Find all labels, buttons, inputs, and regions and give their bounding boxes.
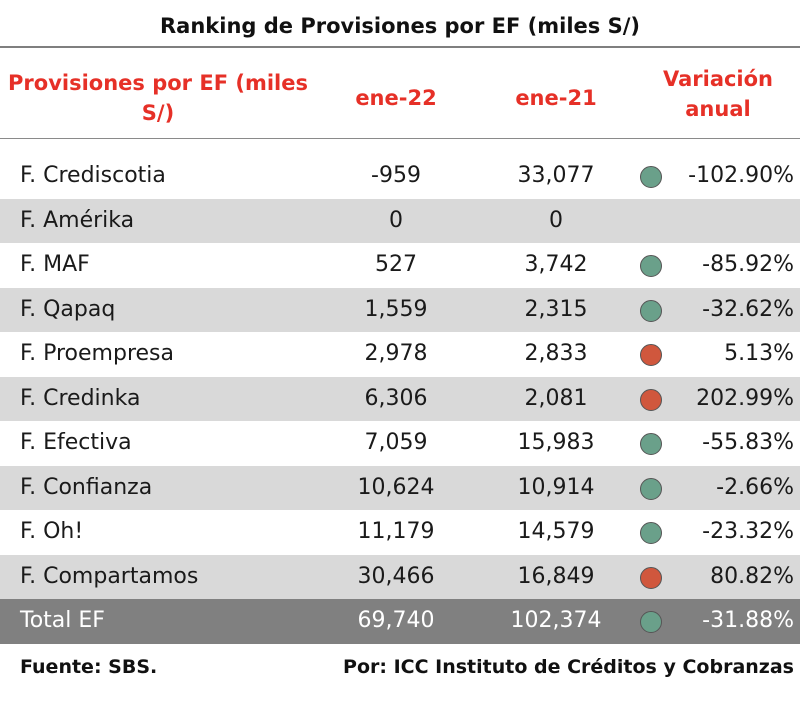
table-row: F. Qapaq 1,559 2,315 -32.62% (0, 287, 800, 332)
table-row: F. Compartamos 30,466 16,849 80.82% (0, 554, 800, 599)
annual-variation: 80.82% (710, 563, 794, 589)
table-row: F. Credinka 6,306 2,081 202.99% (0, 376, 800, 421)
value-ene-22: 1,559 (364, 296, 428, 322)
annual-variation: -23.32% (702, 519, 794, 544)
value-ene-21: 3,742 (524, 252, 588, 277)
value-ene-21: 0 (549, 207, 563, 233)
value-ene-22: 527 (375, 252, 417, 277)
total-ene-22: 69,740 (357, 608, 435, 633)
value-ene-22: 6,306 (364, 385, 428, 411)
value-ene-22: 11,179 (357, 519, 435, 544)
value-ene-22: 30,466 (357, 563, 435, 589)
annual-variation: -2.66% (716, 474, 794, 500)
total-variation: -31.88% (702, 608, 794, 633)
entity-name: F. Efectiva (20, 430, 132, 455)
table-row: F. Crediscotia -959 33,077 -102.90% (0, 154, 800, 199)
table-row: F. Confianza 10,624 10,914 -2.66% (0, 465, 800, 510)
value-ene-21: 2,081 (524, 385, 588, 411)
trend-indicator-icon (640, 255, 662, 277)
entity-name: F. Credinka (20, 385, 141, 411)
table-header: Provisiones por EF (miles S/) ene-22 ene… (0, 48, 800, 138)
value-ene-21: 2,315 (524, 296, 588, 322)
trend-indicator-icon (640, 344, 662, 366)
trend-indicator-icon (640, 522, 662, 544)
value-ene-21: 16,849 (517, 563, 595, 589)
entity-name: F. Proempresa (20, 341, 174, 366)
value-ene-22: 7,059 (364, 430, 428, 455)
entity-name: F. Oh! (20, 519, 84, 544)
trend-indicator-icon (640, 566, 662, 589)
header-entity: Provisiones por EF (miles S/) (8, 71, 308, 125)
trend-indicator-icon (640, 299, 662, 322)
header-ene-21: ene-21 (515, 86, 597, 110)
trend-indicator-icon (640, 166, 662, 188)
source-note: Fuente: SBS. (20, 656, 158, 678)
annual-variation: -102.90% (688, 163, 794, 188)
annual-variation: -55.83% (702, 430, 794, 455)
value-ene-22: 10,624 (357, 474, 435, 500)
entity-name: F. Qapaq (20, 296, 116, 322)
entity-name: F. Crediscotia (20, 163, 166, 188)
header-divider (0, 138, 800, 139)
value-ene-21: 14,579 (517, 519, 595, 544)
trend-indicator-icon (640, 433, 662, 455)
value-ene-22: -959 (371, 163, 421, 188)
annual-variation: -32.62% (702, 296, 794, 322)
value-ene-21: 15,983 (517, 430, 595, 455)
total-label: Total EF (20, 608, 105, 633)
value-ene-21: 10,914 (517, 474, 595, 500)
entity-name: F. Amérika (20, 207, 135, 233)
trend-indicator-icon (640, 388, 662, 411)
value-ene-22: 2,978 (364, 341, 428, 366)
table-row: F. Oh! 11,179 14,579 -23.32% (0, 510, 800, 555)
author-note: Por: ICC Instituto de Créditos y Cobranz… (343, 656, 794, 678)
annual-variation (666, 199, 794, 244)
header-ene-22: ene-22 (355, 86, 437, 110)
annual-variation: 202.99% (696, 385, 794, 411)
title-divider (0, 46, 800, 48)
table-row: F. Proempresa 2,978 2,833 5.13% (0, 332, 800, 377)
value-ene-21: 2,833 (524, 341, 588, 366)
entity-name: F. Confianza (20, 474, 153, 500)
total-row: Total EF 69,740 102,374 -31.88% (0, 599, 800, 644)
table-row: F. MAF 527 3,742 -85.92% (0, 243, 800, 288)
table-row: F. Efectiva 7,059 15,983 -55.83% (0, 421, 800, 466)
trend-indicator-icon (640, 611, 662, 633)
annual-variation: 5.13% (724, 341, 794, 366)
table-body: F. Crediscotia -959 33,077 -102.90% F. A… (0, 154, 800, 644)
total-ene-21: 102,374 (510, 608, 602, 633)
table-title: Ranking de Provisiones por EF (miles S/) (160, 14, 640, 38)
header-variation: Variación anual (662, 67, 774, 121)
value-ene-22: 0 (389, 207, 403, 233)
value-ene-21: 33,077 (517, 163, 595, 188)
annual-variation: -85.92% (702, 252, 794, 277)
entity-name: F. MAF (20, 252, 90, 277)
entity-name: F. Compartamos (20, 563, 199, 589)
table-row: F. Amérika 0 0 (0, 198, 800, 244)
trend-indicator-icon (640, 477, 662, 500)
